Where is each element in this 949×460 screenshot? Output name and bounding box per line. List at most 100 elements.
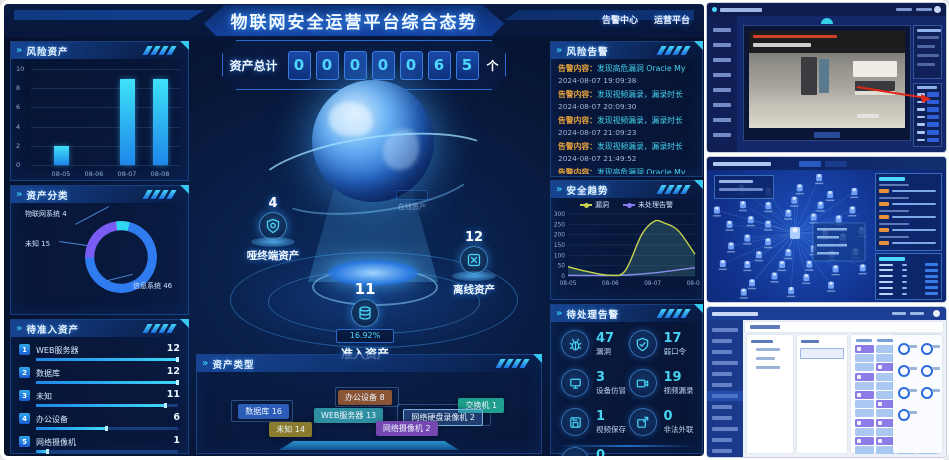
camera-cell[interactable]: [876, 427, 895, 436]
filter-row: [719, 188, 763, 191]
camera-cell[interactable]: [855, 354, 874, 363]
thumb-admin-console[interactable]: [707, 307, 946, 457]
camera-cell[interactable]: [855, 400, 874, 409]
thumb1-sidebar: [707, 16, 737, 152]
detail-button[interactable]: [927, 92, 939, 97]
video-control-button[interactable]: [814, 132, 840, 138]
camera-cell[interactable]: [876, 372, 895, 381]
svg-text:150: 150: [554, 243, 565, 249]
alert-time: 2024-08-07 19:09:38: [558, 76, 637, 85]
text-bar: [801, 340, 819, 343]
sidebar-item[interactable]: [712, 438, 732, 442]
slashes-decoration: [656, 309, 691, 318]
donut-label-line: [74, 206, 110, 225]
camera-cell-selected[interactable]: [876, 363, 895, 372]
camera-cell[interactable]: [855, 446, 874, 455]
external-link-icon: [628, 408, 657, 436]
camera-cell-selected[interactable]: [855, 418, 874, 427]
row-action[interactable]: [925, 274, 938, 278]
asset-type-tag: 办公设备 8: [338, 389, 392, 405]
sidebar-item[interactable]: [712, 372, 732, 376]
thumb-network-topology[interactable]: [707, 157, 946, 302]
sidebar-item[interactable]: [712, 449, 732, 453]
node-admitted-assets: 11 16.92% 准入资产: [320, 280, 410, 362]
rank-badge: 3: [19, 390, 30, 401]
alert-time-bar: [879, 210, 909, 212]
sidebar-item[interactable]: [712, 339, 732, 343]
camera-cell[interactable]: [855, 427, 874, 436]
detail-button[interactable]: [927, 130, 939, 135]
camera-cell[interactable]: [855, 409, 874, 418]
panel-chevron-icon: »: [202, 357, 209, 369]
avatar: [933, 310, 940, 317]
stat-item: 3 设备仿冒: [561, 369, 629, 397]
sidebar-item[interactable]: [712, 383, 732, 387]
sidebar-item[interactable]: [712, 361, 738, 365]
video-frame: [749, 31, 905, 128]
donut-label: 未知 15: [25, 240, 51, 248]
row-action[interactable]: [925, 268, 938, 272]
sidebar-item[interactable]: [712, 405, 732, 409]
sidebar-item[interactable]: [712, 416, 732, 420]
camera-cell-selected[interactable]: [855, 437, 874, 445]
row-action[interactable]: [925, 286, 938, 290]
sidebar-item[interactable]: [712, 350, 732, 354]
rank-value: 12: [166, 343, 180, 354]
page-title: 物联网安全运营平台综合态势: [230, 13, 478, 33]
rank-bar-fill: [36, 449, 49, 454]
section-header: [917, 86, 937, 89]
camera-cell[interactable]: [855, 363, 874, 372]
camera-cell[interactable]: [876, 446, 895, 455]
detail-button[interactable]: [927, 99, 939, 105]
camera-cell[interactable]: [876, 354, 895, 363]
svg-text:300: 300: [554, 212, 565, 218]
sidebar-item[interactable]: [712, 427, 738, 431]
row-action[interactable]: [925, 292, 938, 295]
panel-chevron-icon: »: [16, 44, 23, 56]
rank-badge: 4: [19, 413, 30, 424]
detail-button[interactable]: [927, 114, 939, 120]
alert-item: 告警内容：发现高危漏洞 Oracle MySQL Server ...2024-…: [558, 167, 697, 174]
stat-value: 19: [663, 369, 682, 385]
header-decoration-right: [504, 10, 694, 20]
y-tick-label: 4: [16, 122, 21, 131]
topology-filter-box: [714, 175, 774, 199]
camera-cell[interactable]: [876, 409, 895, 418]
camera-cell-selected[interactable]: [855, 391, 874, 399]
nav-alert-center[interactable]: 告警中心: [601, 16, 638, 26]
ghost-outline: [334, 386, 399, 407]
detail-button[interactable]: [927, 137, 939, 143]
camera-cell-selected[interactable]: [876, 418, 895, 427]
camera-cell-selected[interactable]: [855, 372, 874, 381]
shield-badge-icon: [259, 212, 287, 240]
row-action[interactable]: [925, 263, 938, 266]
camera-cell[interactable]: [876, 381, 895, 390]
svg-text:250: 250: [554, 222, 565, 228]
panel-bottom-decoration: [557, 445, 696, 447]
stat-item: 0私接资产: [561, 447, 629, 456]
topbar-link: [910, 312, 924, 315]
sidebar-item[interactable]: [712, 328, 738, 332]
thumb-video-monitor[interactable]: [707, 3, 946, 152]
risk-assets-bar-chart: 10 8 6 4 2 0 08-05 08-06 08-07 08-08: [16, 65, 180, 178]
header-nav: 告警中心 运营平台: [602, 13, 690, 26]
camera-cell-selected[interactable]: [855, 345, 874, 353]
row-action[interactable]: [925, 280, 938, 284]
y-tick-label: 2: [16, 141, 21, 150]
stat-value: 3: [596, 369, 606, 385]
list-item: 3 未知 11: [19, 389, 180, 412]
donut-label: 物联网系统 4: [25, 210, 67, 218]
detail-button[interactable]: [927, 122, 939, 127]
nav-operations-platform[interactable]: 运营平台: [653, 16, 690, 26]
text-bar: [751, 340, 773, 343]
detail-button[interactable]: [927, 107, 939, 112]
camera-cell[interactable]: [876, 345, 895, 353]
camera-cell-selected[interactable]: [876, 400, 895, 409]
text-bar: [902, 280, 907, 283]
camera-cell[interactable]: [876, 391, 895, 399]
camera-icon: [857, 347, 861, 351]
legend-circle-icon: [898, 365, 910, 377]
camera-cell-selected[interactable]: [876, 437, 895, 445]
camera-cell[interactable]: [855, 381, 874, 390]
topology-table-panel: [875, 253, 942, 300]
